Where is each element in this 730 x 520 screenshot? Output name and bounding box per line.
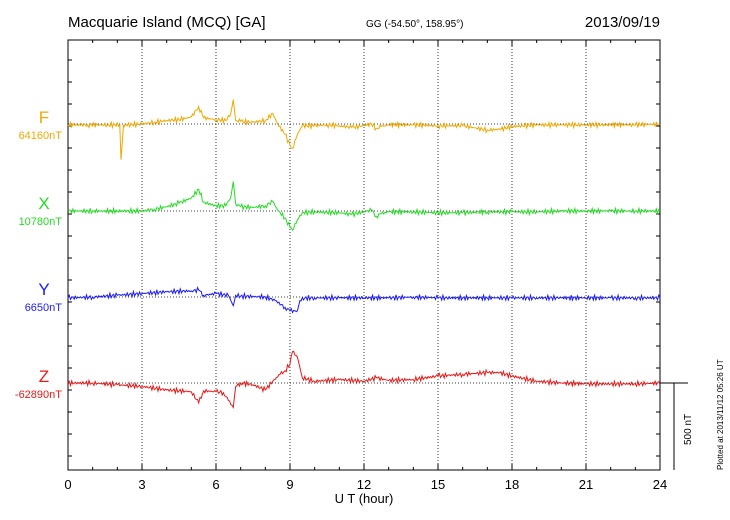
x-tick-label: 18 xyxy=(505,477,519,492)
series-line-x xyxy=(67,181,661,231)
baseline-value-z: -62890nT xyxy=(15,389,62,401)
x-tick-label: 9 xyxy=(286,477,293,492)
x-tick-label: 12 xyxy=(357,477,371,492)
x-tick-label: 3 xyxy=(138,477,145,492)
scale-bar-label: 500 nT xyxy=(683,414,694,445)
x-tick-label: 24 xyxy=(653,477,667,492)
x-tick-label: 21 xyxy=(579,477,593,492)
x-axis-label: U T (hour) xyxy=(335,491,394,506)
series-group xyxy=(67,99,661,409)
baseline-value-y: 6650nT xyxy=(25,302,63,314)
x-tick-label: 15 xyxy=(431,477,445,492)
component-label-z: Z xyxy=(39,367,49,386)
series-line-f xyxy=(67,99,661,160)
x-tick-label: 0 xyxy=(64,477,71,492)
x-tick-label: 6 xyxy=(212,477,219,492)
component-label-x: X xyxy=(38,194,49,213)
component-labels: F 64160nT X 10780nT Y 6650nT Z -62890nT xyxy=(15,108,62,401)
scale-bar: 500 nT xyxy=(660,382,694,470)
date-label: 2013/09/19 xyxy=(585,14,660,31)
series-line-y xyxy=(67,286,661,314)
plotted-note: Plotted at 2013/11/12 05:26 UT xyxy=(716,359,725,470)
series-line-z xyxy=(67,350,661,409)
x-tick-labels: 0 3 6 9 12 15 18 21 24 xyxy=(64,477,667,492)
baseline-value-x: 10780nT xyxy=(19,216,63,228)
plot-frame xyxy=(67,39,661,471)
axis-ticks xyxy=(67,40,661,470)
component-label-f: F xyxy=(39,108,49,127)
coordinates-label: GG (-54.50°, 158.95°) xyxy=(366,19,464,30)
station-title: Macquarie Island (MCQ) [GA] xyxy=(68,14,266,31)
baseline-value-f: 64160nT xyxy=(19,130,63,142)
grid-lines xyxy=(141,40,587,470)
component-label-y: Y xyxy=(38,280,49,299)
